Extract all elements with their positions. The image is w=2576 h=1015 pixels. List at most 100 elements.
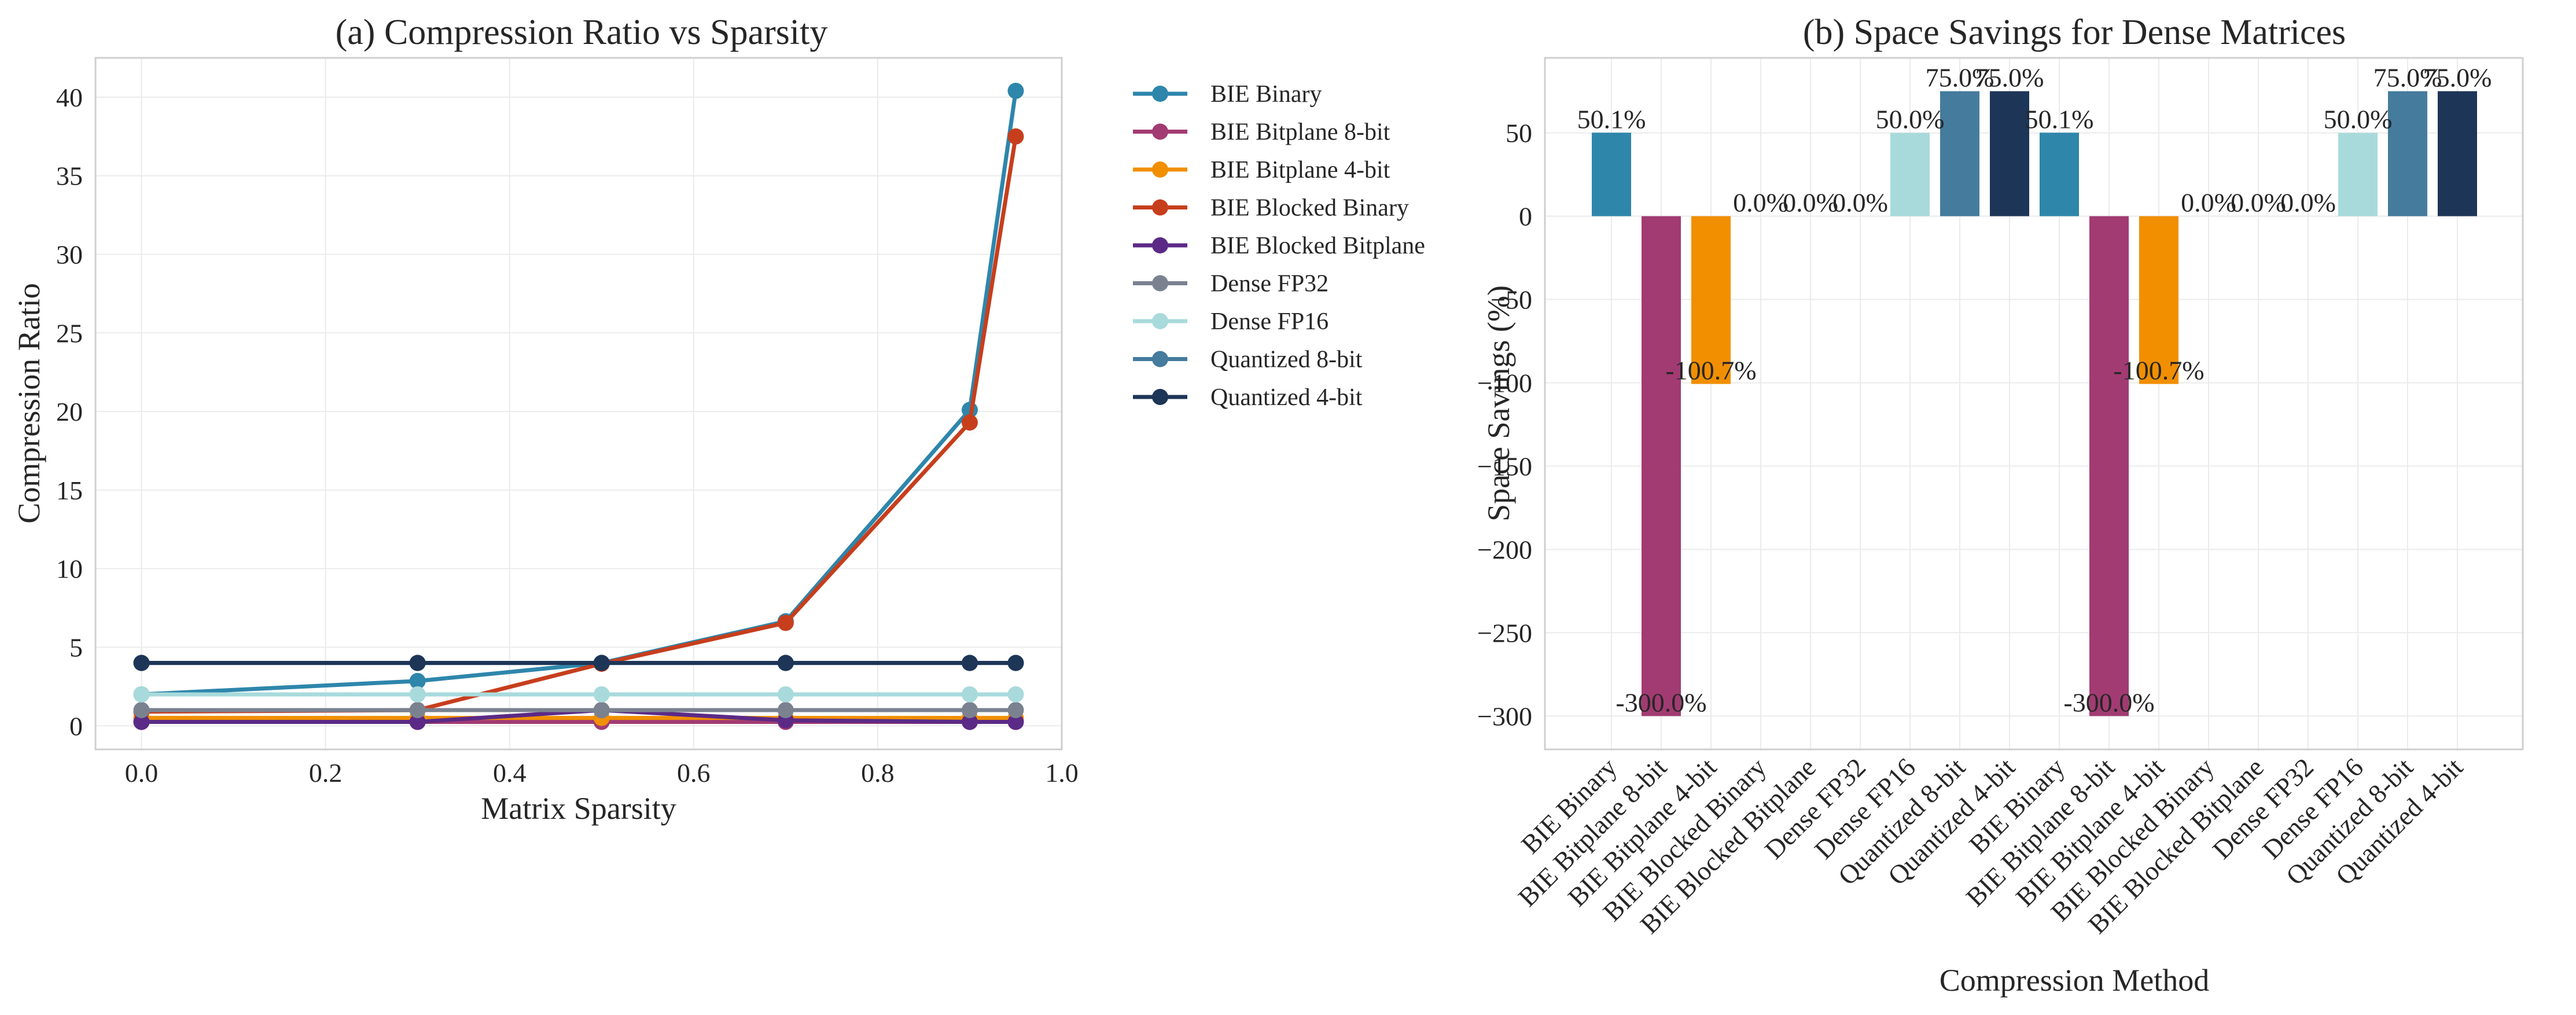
bar-value-label: 0.0%: [1733, 188, 1789, 218]
data-point: [1007, 128, 1024, 145]
data-point: [777, 615, 794, 631]
bar-value-label: 75.0%: [1926, 63, 1994, 93]
data-point: [409, 702, 426, 719]
bar-dense-fp16: [2338, 133, 2378, 216]
panel-a-ticks: 0.0 0.2 0.4 0.6 0.8 1.0 0 5 10 15 20 25 30 35 40: [56, 83, 1079, 788]
panel-a-frame: [94, 57, 1063, 751]
legend-label: BIE Binary: [1210, 81, 1322, 108]
bar-quantized-8-bit: [1940, 91, 1979, 216]
bar-value-label: 0.0%: [2181, 188, 2236, 218]
data-point: [1007, 702, 1024, 719]
data-point: [133, 654, 150, 671]
panel-b-y-tick-label: 50: [1506, 119, 1532, 148]
bar-value-label: -300.0%: [1615, 687, 1706, 717]
bar-value-label: -100.7%: [1665, 356, 1756, 385]
legend-entry-quantized-4-bit: Quantized 4-bit: [1133, 384, 1363, 411]
bar-bie-binary: [2040, 133, 2079, 216]
bar-value-label: 50.0%: [1876, 105, 1945, 134]
legend-marker: [1152, 161, 1168, 178]
data-point: [961, 686, 978, 703]
bar-bie-bitplane-8-bit: [2089, 216, 2129, 716]
panel-a: (a) Compression Ratio vs Sparsity 0.0 0.2…: [12, 13, 1425, 826]
panel-a-y-tick-label: 40: [56, 83, 83, 112]
panel-b-y-tick-label: −150: [1477, 451, 1532, 481]
legend-label: Quantized 8-bit: [1210, 347, 1363, 373]
panel-a-x-tick-label: 0.4: [493, 758, 527, 788]
data-point: [1007, 654, 1024, 671]
panel-b-data-labels: 50.1%-300.0%-100.7%0.0%0.0%0.0%50.0%75.0…: [1577, 63, 2492, 718]
panel-a-y-tick-label: 35: [56, 161, 83, 191]
legend-entry-dense-fp16: Dense FP16: [1133, 308, 1329, 335]
panel-b-y-tick-label: 0: [1519, 202, 1532, 231]
data-point: [1007, 83, 1024, 100]
legend-label: BIE Blocked Binary: [1210, 195, 1409, 222]
data-point: [777, 654, 794, 671]
data-point: [593, 686, 610, 703]
bar-bie-binary: [1592, 133, 1631, 216]
legend-entry-bie-blocked-binary: BIE Blocked Binary: [1133, 195, 1409, 222]
panel-b: (b) Space Savings for Dense Matrices 50 0…: [1477, 13, 2524, 998]
series-dense-fp32: [133, 702, 1024, 719]
bar-value-label: 0.0%: [1783, 188, 1838, 218]
panel-a-title: (a) Compression Ratio vs Sparsity: [336, 13, 828, 52]
panel-b-y-tick-label: −50: [1491, 285, 1532, 315]
series-quantized-4-bit: [133, 654, 1024, 671]
legend-label: Quantized 4-bit: [1210, 384, 1363, 411]
legend-entry-bie-bitplane-8-bit: BIE Bitplane 8-bit: [1133, 119, 1390, 146]
legend-marker: [1152, 123, 1168, 140]
panel-b-y-tick-label: −200: [1477, 535, 1532, 564]
bar-quantized-8-bit: [2388, 91, 2427, 216]
bar-value-label: 75.0%: [2423, 63, 2492, 93]
data-point: [961, 714, 978, 730]
data-point: [409, 654, 426, 671]
legend-label: BIE Bitplane 8-bit: [1210, 119, 1390, 146]
panel-a-series: [133, 83, 1024, 730]
panel-a-x-tick-label: 1.0: [1045, 758, 1079, 788]
bar-bie-bitplane-8-bit: [1642, 216, 1681, 716]
panel-a-y-tick-label: 5: [69, 632, 83, 662]
panel-b-y-tick-label: −100: [1477, 369, 1532, 398]
bar-dense-fp16: [1890, 133, 1930, 216]
panel-a-y-tick-label: 10: [56, 554, 83, 584]
panel-b-ylabel: Space Savings (%): [1481, 285, 1516, 521]
data-point: [133, 686, 150, 703]
data-point: [961, 702, 978, 719]
bar-value-label: -100.7%: [2113, 356, 2204, 385]
data-point: [593, 654, 610, 671]
legend-entry-bie-binary: BIE Binary: [1133, 81, 1322, 108]
panel-a-y-tick-label: 20: [56, 397, 83, 426]
data-point: [133, 702, 150, 719]
legend-marker: [1152, 86, 1168, 102]
bar-quantized-4-bit: [2438, 91, 2477, 216]
panel-a-x-tick-label: 0.6: [677, 758, 711, 788]
bar-value-label: 50.0%: [2324, 105, 2393, 134]
data-point: [961, 414, 978, 431]
panel-a-legend: BIE Binary BIE Bitplane 8-bit BIE Bitplane…: [1133, 81, 1425, 411]
legend-marker: [1152, 275, 1168, 292]
legend-label: Dense FP16: [1210, 308, 1329, 335]
panel-b-title: (b) Space Savings for Dense Matrices: [1803, 13, 2346, 52]
panel-a-y-tick-label: 30: [56, 240, 83, 269]
bar-value-label: 0.0%: [1832, 188, 1888, 218]
legend-label: BIE Blocked Bitplane: [1210, 233, 1425, 259]
panel-a-x-tick-label: 0.2: [309, 758, 343, 788]
data-point: [409, 686, 426, 703]
bar-quantized-4-bit: [1990, 91, 2029, 216]
panel-a-ylabel: Compression Ratio: [12, 283, 46, 524]
data-point: [961, 654, 978, 671]
panel-b-y-tick-label: −250: [1477, 618, 1532, 648]
data-point: [133, 714, 150, 730]
data-point: [777, 702, 794, 719]
bar-bie-bitplane-4-bit: [1691, 216, 1731, 384]
bar-value-label: 50.1%: [1577, 104, 1646, 134]
legend-marker: [1152, 237, 1168, 253]
legend-entry-dense-fp32: Dense FP32: [1133, 271, 1329, 297]
bar-bie-bitplane-4-bit: [2139, 216, 2178, 384]
panel-a-x-tick-label: 0.0: [125, 758, 159, 788]
data-point: [1007, 714, 1024, 730]
legend-label: Dense FP32: [1210, 271, 1329, 297]
series-bie-blocked-bitplane: [133, 702, 1024, 730]
panel-b-xlabel: Compression Method: [1940, 963, 2210, 998]
panel-b-y-tick-label: −300: [1477, 701, 1532, 731]
